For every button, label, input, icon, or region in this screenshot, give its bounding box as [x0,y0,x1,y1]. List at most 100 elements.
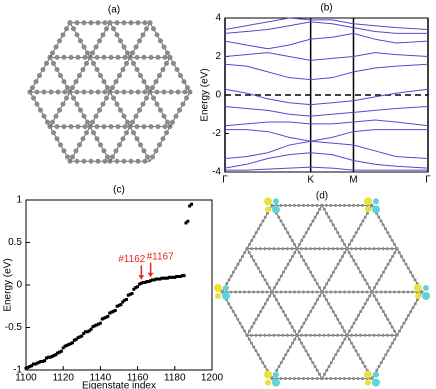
band [224,63,429,81]
point [91,325,95,329]
orbital-lobe [423,285,429,291]
atoms [107,89,133,130]
y-tick-label: 1 [16,195,22,206]
atoms [270,333,299,381]
atoms [295,333,324,381]
point [156,277,160,281]
y-tick-label: -0.5 [5,322,23,333]
orbital-lobe [214,284,222,292]
y-tick-label: 2 [215,51,221,62]
atoms [345,290,374,337]
atoms [295,247,324,294]
band [224,119,429,127]
point [24,366,28,370]
y-tick-label: 0 [215,90,221,101]
orbital-lobe [373,198,379,205]
atoms [245,247,274,294]
point [164,276,167,280]
x-tick-label: Γ [222,175,228,186]
point [180,274,184,278]
annotation-label: #1167 [147,251,175,262]
atoms [320,290,349,337]
point [145,280,149,284]
point [43,359,47,363]
annotation-label: #1162 [118,254,146,265]
point [177,275,181,278]
point [57,350,61,354]
point [87,329,91,333]
orbital-lobe [365,379,371,386]
point [85,330,89,334]
point [102,316,106,320]
band [224,17,429,31]
point [160,276,164,280]
point [28,365,32,369]
point [67,343,71,346]
atoms [370,290,399,337]
orbital-lobe [222,292,230,300]
point [35,361,39,365]
point [80,334,84,338]
point [188,204,192,208]
point [48,355,52,359]
atoms [167,89,193,130]
atoms [127,124,153,164]
point [184,221,188,225]
point [33,362,37,366]
point [61,346,65,350]
arrow-head [147,272,154,277]
point [37,360,41,364]
x-tick-label: M [349,175,357,186]
atoms [47,124,73,164]
y-tick-label: 0 [16,280,22,291]
point [52,354,56,358]
orbital-lobe [273,198,279,205]
orbital-lobe [265,379,271,386]
point [78,335,82,339]
orbital-lobe [373,371,379,378]
atoms [107,124,133,164]
point [147,280,151,284]
atoms [27,89,53,130]
point [137,282,141,286]
point [126,293,130,297]
y-axis-label: Energy (eV) [3,258,14,311]
atoms [87,124,113,164]
atoms [147,54,173,95]
atoms [147,124,173,164]
point [154,277,158,281]
point [26,365,30,369]
point [69,342,73,346]
orbital-lobe [272,378,280,387]
atoms [395,290,424,337]
point [149,279,153,283]
point [132,287,136,291]
point [165,276,169,280]
atoms [107,20,133,60]
orbital-lobe [364,370,372,379]
atoms [67,89,93,130]
orbital-lobe [415,293,421,299]
atoms [345,203,374,251]
point [143,280,147,284]
atoms [245,203,274,251]
panel-label: (a) [108,5,120,16]
atoms [147,20,173,60]
atoms [47,89,73,130]
orbital-lobe [422,292,430,300]
point [110,310,114,314]
point [117,303,121,307]
point [128,292,132,296]
atoms [27,54,53,95]
plot-frame [25,199,213,371]
arrow-head [138,275,145,280]
point [41,360,45,363]
atoms [320,203,349,251]
point [54,353,58,357]
band [224,88,429,106]
y-tick-label: -1 [13,365,22,376]
band [225,166,428,171]
x-tick-label: 1200 [201,373,224,384]
atoms [127,54,153,95]
